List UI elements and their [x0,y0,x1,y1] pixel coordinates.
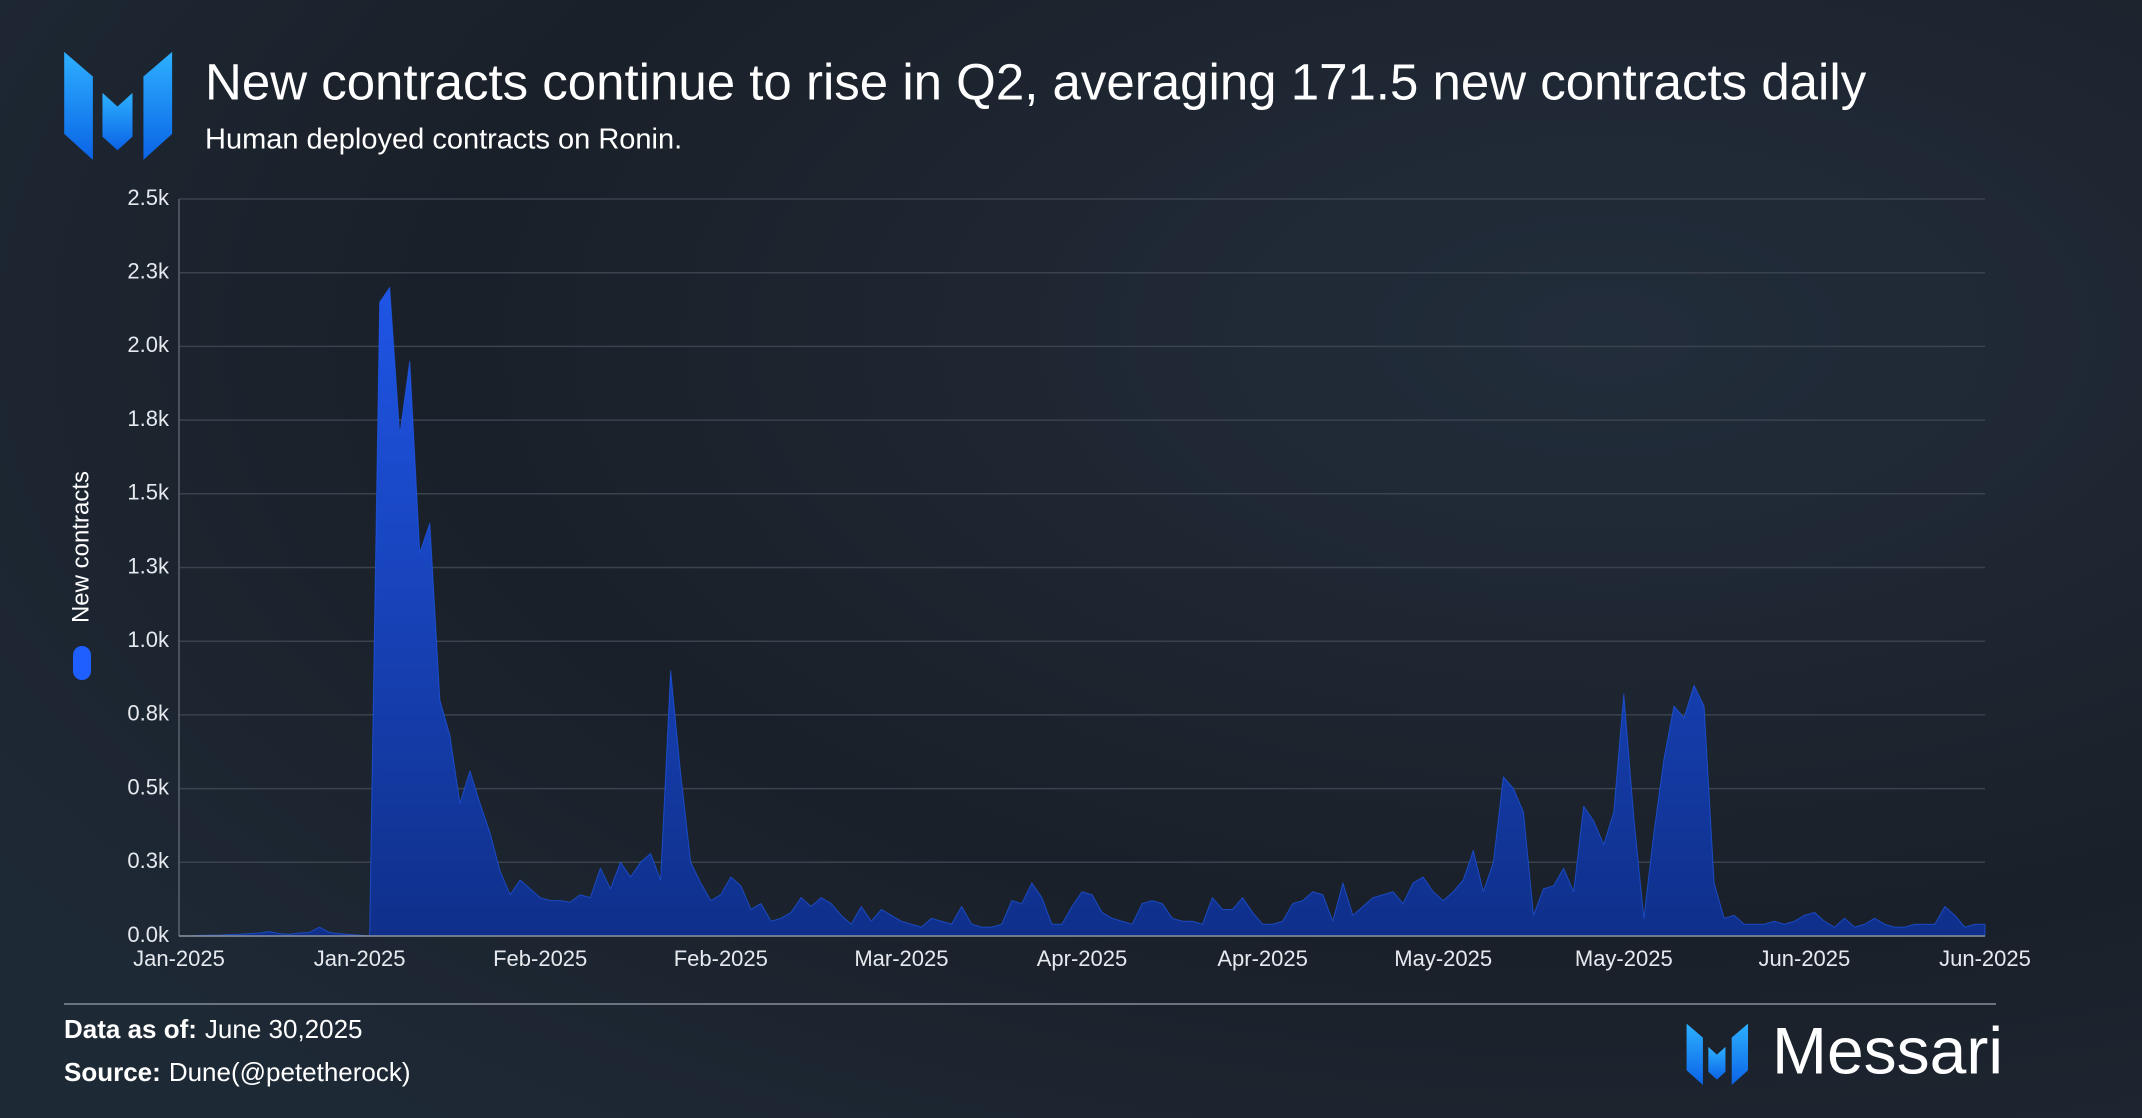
area [178,286,1986,937]
y-tick-label: 1.8k [127,406,170,431]
footer-date: Data as of: June 30,2025 [64,1014,363,1044]
footer-source: Source: Dune(@petetherock) [64,1057,411,1087]
footer-source-label: Source: [64,1057,161,1087]
x-tick-label: Mar-2025 [854,946,948,971]
y-tick-label: 2.5k [127,185,170,210]
y-tick-label: 0.3k [127,848,170,873]
y-tick-label: 1.3k [127,553,170,578]
chart-title: New contracts continue to rise in Q2, av… [205,53,1867,110]
legend-swatch [73,646,91,680]
x-tick-label: May-2025 [1394,946,1492,971]
brand-name: Messari [1772,1013,2003,1087]
x-tick-label: Jun-2025 [1759,946,1851,971]
x-tick-label: Jan-2025 [314,946,406,971]
footer-source-value: Dune(@petetherock) [169,1057,411,1087]
footer-date-label: Data as of: [64,1014,197,1044]
y-tick-label: 1.0k [127,627,170,652]
x-tick-label: Jan-2025 [133,946,225,971]
x-tick-label: Apr-2025 [1037,946,1128,971]
y-tick-label: 0.5k [127,774,170,799]
y-tick-label: 2.3k [127,259,170,284]
footer-date-value: June 30,2025 [205,1014,363,1044]
y-tick-label: 0.0k [127,922,170,947]
chart-subtitle: Human deployed contracts on Ronin. [205,124,682,156]
y-tick-label: 2.0k [127,332,170,357]
x-tick-label: Jun-2025 [1939,946,2031,971]
x-tick-label: Feb-2025 [493,946,587,971]
y-tick-label: 1.5k [127,480,170,505]
brand-logo [1686,1023,1749,1086]
legend-label: New contracts [67,471,94,623]
x-tick-label: Feb-2025 [674,946,768,971]
x-tick-label: May-2025 [1575,946,1673,971]
logo [64,51,173,160]
x-tick-label: Apr-2025 [1217,946,1308,971]
plot-area [178,198,1986,937]
y-tick-label: 0.8k [127,701,170,726]
